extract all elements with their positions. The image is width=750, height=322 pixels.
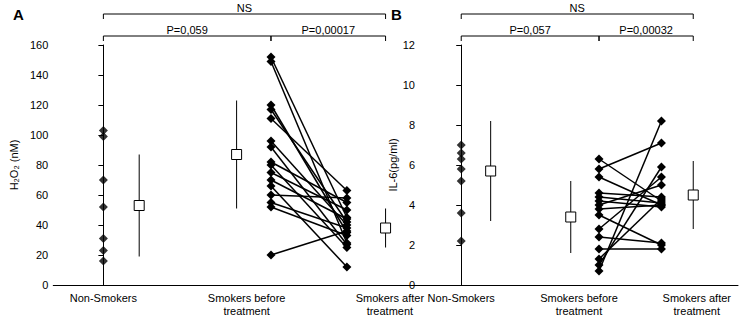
svg-text:140: 140 [30, 69, 48, 81]
svg-text:IL-6(pg/ml): IL-6(pg/ml) [387, 138, 399, 191]
svg-text:100: 100 [30, 129, 48, 141]
svg-text:H₂O₂ (nM): H₂O₂ (nM) [8, 140, 20, 191]
svg-text:120: 120 [30, 99, 48, 111]
svg-text:0: 0 [42, 279, 48, 291]
svg-text:treatment: treatment [674, 305, 720, 317]
svg-text:Smokers after: Smokers after [663, 292, 732, 304]
svg-text:treatment: treatment [223, 305, 269, 317]
svg-text:40: 40 [36, 219, 48, 231]
svg-text:20: 20 [36, 249, 48, 261]
svg-text:B: B [391, 6, 402, 23]
svg-text:treatment: treatment [367, 305, 413, 317]
svg-text:60: 60 [36, 189, 48, 201]
svg-text:Smokers after: Smokers after [356, 292, 425, 304]
svg-text:treatment: treatment [556, 305, 602, 317]
svg-text:160: 160 [30, 39, 48, 51]
svg-text:Smokers before: Smokers before [208, 292, 286, 304]
svg-text:Non-Smokers: Non-Smokers [70, 292, 138, 304]
svg-text:10: 10 [403, 79, 415, 91]
svg-text:2: 2 [409, 239, 415, 251]
svg-text:8: 8 [409, 119, 415, 131]
svg-text:A: A [13, 6, 24, 23]
svg-text:0: 0 [409, 279, 415, 291]
svg-text:12: 12 [403, 39, 415, 51]
svg-text:NS: NS [237, 2, 252, 14]
svg-text:P=0,057: P=0,057 [509, 24, 550, 36]
svg-text:P=0,00017: P=0,00017 [302, 24, 356, 36]
svg-text:NS: NS [570, 2, 585, 14]
svg-text:Smokers before: Smokers before [540, 292, 618, 304]
svg-text:4: 4 [409, 199, 415, 211]
svg-text:P=0,059: P=0,059 [167, 24, 208, 36]
svg-text:Non-Smokers: Non-Smokers [428, 292, 496, 304]
svg-text:6: 6 [409, 159, 415, 171]
svg-text:80: 80 [36, 159, 48, 171]
svg-text:P=0,00032: P=0,00032 [619, 24, 673, 36]
